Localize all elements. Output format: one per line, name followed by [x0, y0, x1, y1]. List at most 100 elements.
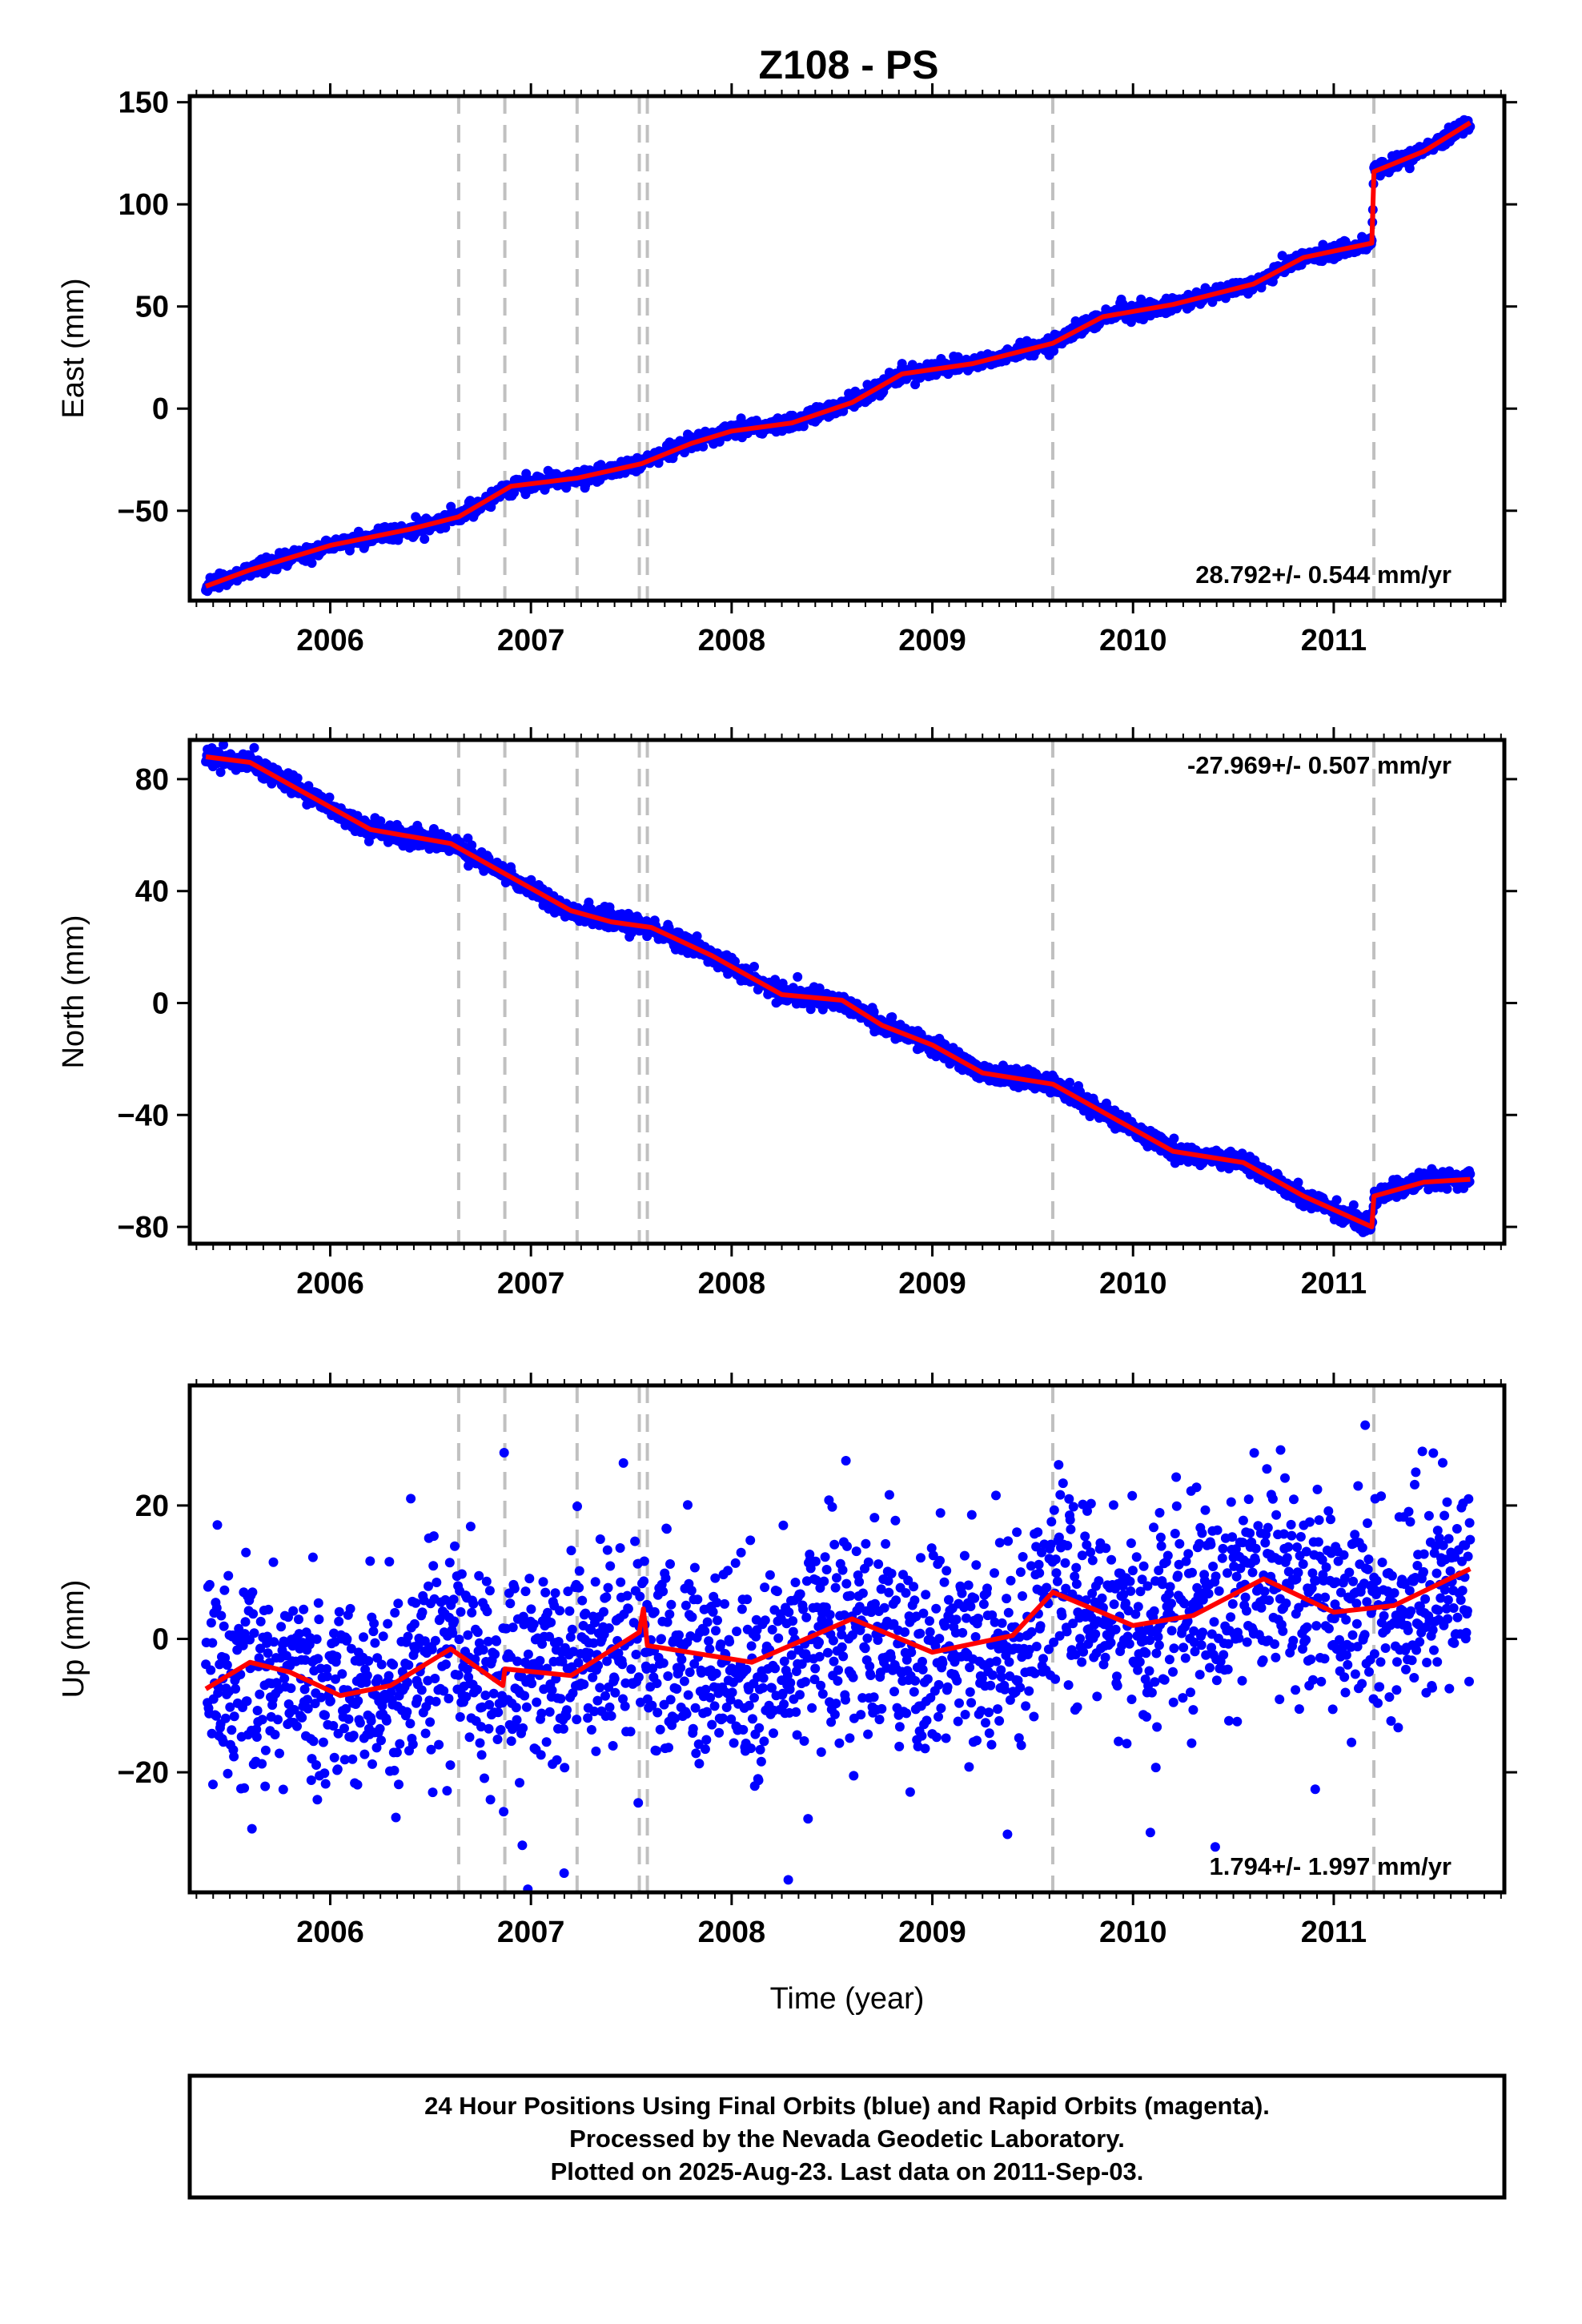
- data-point: [386, 1687, 396, 1697]
- data-point: [229, 1711, 239, 1722]
- data-point: [276, 1622, 287, 1632]
- data-point: [698, 441, 709, 452]
- data-point: [467, 840, 477, 850]
- data-point: [240, 1617, 251, 1627]
- data-point: [206, 1665, 216, 1675]
- data-point: [206, 1618, 216, 1628]
- data-point: [383, 1618, 393, 1629]
- rate-label: 28.792+/- 0.544 mm/yr: [1195, 561, 1452, 589]
- data-point: [238, 1640, 248, 1651]
- data-point: [1049, 346, 1059, 356]
- data-point: [910, 380, 921, 390]
- data-point: [257, 1759, 267, 1769]
- data-point: [220, 1713, 231, 1723]
- data-point: [299, 1684, 310, 1695]
- data-point: [279, 1674, 290, 1683]
- y-tick-label: 50: [135, 291, 169, 324]
- data-point: [793, 971, 803, 982]
- data-point: [292, 773, 303, 783]
- data-point: [331, 1651, 342, 1662]
- data-point: [262, 1631, 272, 1642]
- data-point: [297, 1712, 307, 1723]
- data-point: [252, 1706, 263, 1715]
- data-point: [306, 1775, 316, 1785]
- data-point: [241, 1547, 251, 1558]
- data-point: [215, 767, 226, 778]
- x-tick-label: 2011: [1301, 1267, 1367, 1301]
- data-point: [307, 1552, 318, 1562]
- data-point: [216, 1610, 227, 1621]
- data-point: [334, 1606, 344, 1617]
- data-point: [332, 1764, 343, 1775]
- data-point: [371, 1743, 382, 1753]
- y-axis-label: North (mm): [57, 915, 90, 1068]
- data-point: [225, 1702, 235, 1712]
- data-point: [376, 1735, 386, 1746]
- data-point: [334, 1616, 344, 1626]
- event-lines: [456, 740, 1376, 1244]
- data-point: [223, 1768, 233, 1779]
- data-point: [294, 1614, 303, 1625]
- event-lines: [456, 96, 1376, 601]
- data-point: [268, 1557, 279, 1567]
- data-point: [204, 1579, 215, 1590]
- data-point: [231, 1683, 241, 1694]
- y-tick-label: −40: [118, 1099, 169, 1132]
- data-point: [303, 1703, 313, 1714]
- data-point: [211, 1602, 222, 1613]
- y-tick-label: 100: [118, 188, 169, 222]
- data-point: [270, 1730, 280, 1739]
- data-point: [314, 1614, 324, 1625]
- x-tick-label: 2008: [698, 624, 766, 657]
- data-point: [366, 1715, 376, 1726]
- data-point: [337, 1669, 347, 1679]
- y-tick-label: 40: [135, 875, 169, 909]
- data-point: [255, 1689, 265, 1699]
- data-point: [1207, 297, 1218, 308]
- data-point: [255, 1643, 265, 1654]
- data-point: [1169, 1133, 1179, 1144]
- data-point: [329, 1752, 339, 1763]
- data-point: [324, 792, 335, 802]
- data-point: [294, 1629, 304, 1639]
- data-point: [339, 1755, 350, 1765]
- data-point: [286, 1683, 296, 1694]
- data-point: [679, 448, 689, 458]
- north-panel: 2006 2007 2008 2009 2010 2011−80−4004080North…: [57, 727, 1517, 1301]
- data-point: [346, 1643, 356, 1654]
- data-point: [215, 1659, 225, 1670]
- data-point: [251, 1732, 262, 1742]
- model-line: [205, 754, 1471, 1229]
- y-tick-label: 0: [152, 392, 169, 426]
- y-tick-label: −50: [118, 495, 169, 529]
- data-point: [343, 1714, 354, 1724]
- data-point: [242, 1696, 252, 1707]
- data-point: [1465, 1169, 1476, 1179]
- data-point: [341, 1703, 351, 1714]
- data-point: [381, 1715, 391, 1726]
- data-point: [749, 962, 759, 971]
- data-point: [1348, 1200, 1359, 1210]
- data-point: [303, 1695, 312, 1705]
- x-tick-label: 2009: [898, 624, 966, 657]
- data-point: [255, 1616, 266, 1626]
- x-tick-label: 2009: [898, 1267, 966, 1301]
- data-point: [223, 1570, 234, 1581]
- y-tick-label: 150: [118, 86, 169, 120]
- data-point: [219, 1621, 229, 1631]
- data-point: [376, 1659, 387, 1670]
- data-point: [260, 1745, 271, 1755]
- data-point: [322, 1671, 332, 1682]
- data-point: [211, 1711, 222, 1721]
- data-point: [348, 1731, 359, 1741]
- data-point: [331, 1674, 340, 1684]
- data-point: [275, 1748, 284, 1759]
- data-point: [320, 1779, 331, 1789]
- data-point: [383, 1671, 394, 1681]
- rate-label: -27.969+/- 0.507 mm/yr: [1187, 751, 1452, 779]
- data-point: [207, 1638, 218, 1648]
- data-point: [247, 1587, 258, 1598]
- data-point: [318, 1737, 328, 1747]
- data-point: [1442, 1184, 1452, 1194]
